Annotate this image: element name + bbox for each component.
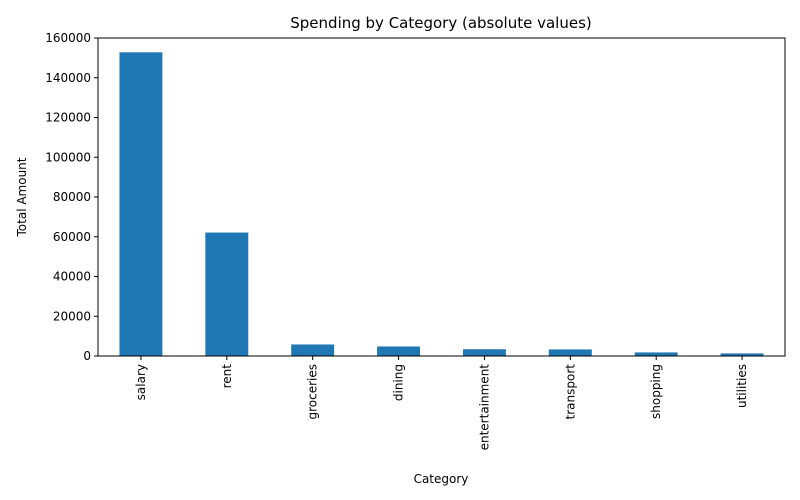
x-tick-label-groceries: groceries <box>306 364 320 420</box>
y-tick-label: 60000 <box>53 230 91 244</box>
bar-utilities <box>720 353 764 356</box>
bar-dining <box>377 346 421 356</box>
y-tick-label: 140000 <box>45 71 91 85</box>
y-tick-label: 160000 <box>45 31 91 45</box>
x-tick-label-utilities: utilities <box>735 364 749 408</box>
bar-shopping <box>634 352 678 356</box>
x-tick-label-salary: salary <box>134 364 148 400</box>
bar-transport <box>548 349 592 356</box>
y-axis: 0 20000 40000 60000 80000 100000 120000 140000 1… <box>45 31 98 363</box>
x-tick-label-rent: rent <box>220 364 234 389</box>
y-tick-label: 40000 <box>53 270 91 284</box>
x-tick-label-shopping: shopping <box>649 364 663 419</box>
bar-groceries <box>291 344 335 356</box>
y-tick-label: 100000 <box>45 150 91 164</box>
chart-title: Spending by Category (absolute values) <box>290 14 591 32</box>
bars-group <box>119 52 764 357</box>
x-tick-label-entertainment: entertainment <box>477 364 491 451</box>
x-axis: salary rent groceries dining entertainment tr… <box>134 356 749 450</box>
bar-rent <box>205 232 249 356</box>
y-axis-label: Total Amount <box>15 157 29 237</box>
bar-salary <box>119 52 163 357</box>
x-tick-label-dining: dining <box>392 364 406 401</box>
x-tick-label-transport: transport <box>563 364 577 420</box>
plot-frame <box>97 37 786 357</box>
y-tick-label: 80000 <box>53 190 91 204</box>
y-tick-label: 120000 <box>45 111 91 125</box>
y-tick-label: 0 <box>83 349 91 363</box>
bar-entertainment <box>462 349 506 356</box>
y-tick-label: 20000 <box>53 309 91 323</box>
x-axis-label: Category <box>414 472 469 486</box>
